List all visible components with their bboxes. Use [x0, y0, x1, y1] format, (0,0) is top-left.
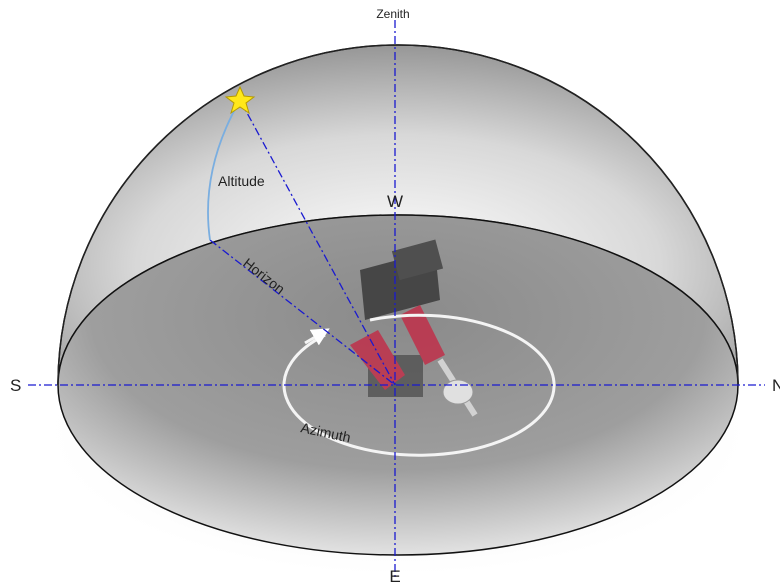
azimuth-arrow — [304, 328, 330, 346]
altitude-line — [239, 99, 396, 386]
telescope — [350, 239, 478, 417]
altitude-label: Altitude — [218, 173, 265, 189]
east-label: E — [389, 567, 400, 585]
north-label: N — [772, 376, 780, 395]
altitude-arc — [207, 99, 241, 241]
south-label: S — [10, 376, 21, 395]
west-label: W — [387, 192, 403, 211]
counterweight — [442, 379, 474, 405]
star — [224, 85, 256, 115]
azimuth-arc — [282, 313, 556, 457]
mount-arm — [350, 330, 405, 390]
zenith-label: Zenith — [376, 7, 409, 21]
dome-outline — [57, 44, 739, 386]
horizon-line — [209, 239, 396, 386]
counterweight-block — [391, 239, 444, 281]
mount-axis — [400, 305, 445, 365]
